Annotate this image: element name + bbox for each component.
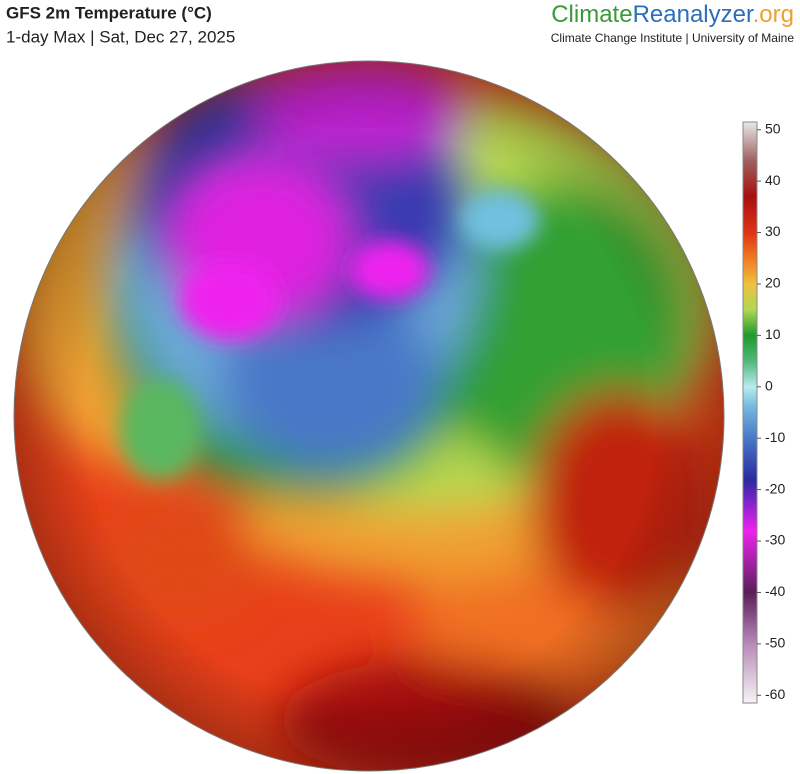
tagline: Climate Change Institute | University of…: [551, 31, 795, 45]
colorbar-tick-label: -20: [765, 480, 785, 496]
colorbar-tick-label: -10: [765, 429, 785, 445]
colorbar-tick-label: 10: [765, 326, 781, 342]
colorbar: 50 40 30 20 10 0 -10 -20 -30 -40 -50 -60: [742, 120, 785, 704]
logo: ClimateReanalyzer.org: [551, 1, 794, 28]
colorbar-bar: [742, 121, 758, 704]
globe-outline: [13, 60, 725, 772]
colorbar-tick-label: 0: [765, 377, 773, 393]
colorbar-tick-label: 20: [765, 275, 781, 291]
logo-part: Reanalyzer: [633, 1, 754, 28]
logo-part: Climate: [551, 1, 632, 28]
subtitle: 1-day Max | Sat, Dec 27, 2025: [6, 27, 235, 46]
colorbar-tick-label: -60: [765, 686, 785, 702]
globe: [14, 61, 724, 771]
colorbar-tick-label: 30: [765, 223, 781, 239]
title: GFS 2m Temperature (°C): [6, 3, 212, 22]
colorbar-tick-label: -30: [765, 532, 785, 548]
colorbar-tick-label: -40: [765, 583, 785, 599]
logo-part: .org: [753, 1, 794, 28]
colorbar-tick-label: 50: [765, 120, 781, 136]
colorbar-tick-label: 40: [765, 172, 781, 188]
colorbar-tick-label: -50: [765, 635, 785, 651]
